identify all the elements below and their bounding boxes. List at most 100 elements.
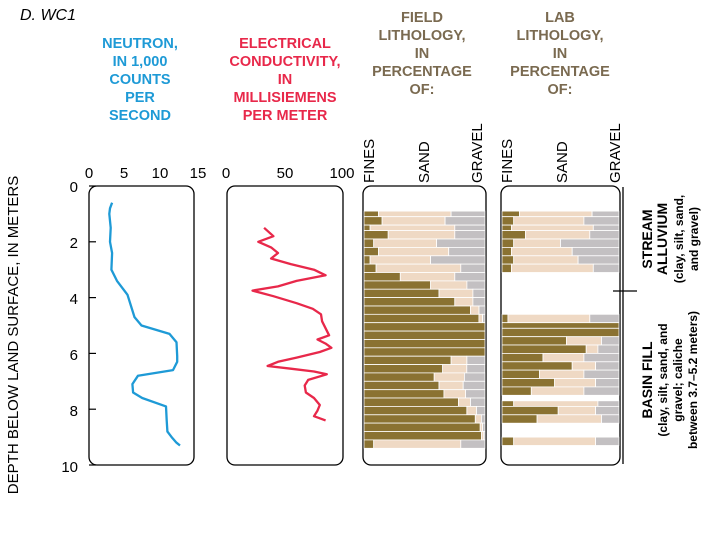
field-fines-segment: [363, 405, 468, 416]
lab-lithology-bars: [501, 210, 620, 446]
lab-sand-segment: [510, 246, 573, 257]
lab-sand-segment: [513, 436, 597, 446]
field-subheaders: FINES SAND GRAVEL: [361, 123, 486, 183]
lab-gravel-segment: [592, 263, 620, 273]
field-fines-segment: [363, 313, 480, 324]
conductivity-series-line: [251, 226, 333, 422]
lab-gravel-segment: [595, 436, 620, 446]
lab-sand-segment: [513, 400, 599, 407]
lab-lithology-panel: [500, 185, 621, 466]
y-tick-label: 8: [70, 403, 78, 420]
field-fines-segment: [363, 288, 440, 299]
field-gravel-segment: [460, 263, 486, 273]
field-sand-segment: [442, 364, 468, 374]
y-axis-label: DEPTH BELOW LAND SURFACE, IN METERS: [5, 176, 22, 494]
basin-desc3: between 3.7–5.2 meters): [686, 311, 700, 449]
lab-gravel-segment: [583, 386, 620, 396]
lab-fines-segment: [501, 255, 515, 265]
field-fines-segment: [363, 238, 375, 248]
y-tick-label: 6: [70, 347, 78, 364]
lab-fines-segment: [501, 216, 515, 226]
stream-title2: ALLUVIUM: [654, 203, 670, 275]
lab-fines-segment: [501, 238, 515, 248]
field-sub-fines: FINES: [361, 139, 378, 183]
neutron-x-tick-label: 15: [190, 165, 207, 182]
lab-subheaders: FINES SAND GRAVEL: [499, 123, 624, 183]
stream-desc2: and gravel): [687, 207, 701, 271]
lab-sand-segment: [513, 255, 579, 265]
neutron-series-line: [108, 202, 181, 447]
lab-fines-segment: [501, 352, 544, 363]
y-tick-label: 10: [61, 459, 78, 476]
conductivity-panel: [226, 185, 344, 466]
y-tick-labels: 0 2 4 6 8 10: [61, 179, 78, 476]
field-sand-segment: [466, 405, 477, 416]
field-gravel-segment: [436, 238, 486, 248]
neutron-x-tick-labels: 0 5 10 15: [85, 165, 207, 182]
basin-desc2: gravel; caliche: [671, 338, 685, 422]
lab-fines-segment: [501, 369, 540, 379]
field-sand-segment: [378, 246, 450, 257]
y-tick-label: 2: [70, 235, 78, 252]
lab-sand-segment: [566, 336, 602, 346]
field-lithology-header: FIELD LITHOLOGY, IN PERCENTAGE OF:: [372, 10, 472, 98]
field-gravel-segment: [466, 364, 486, 374]
field-fines-segment: [363, 216, 383, 226]
field-gravel-segment: [454, 272, 486, 282]
lab-gravel-segment: [571, 246, 620, 257]
field-fines-segment: [363, 422, 481, 432]
lab-sand-segment: [542, 352, 585, 363]
field-fines-segment: [363, 255, 371, 265]
lab-sand-segment: [530, 386, 585, 396]
lab-gravel-segment: [591, 210, 620, 218]
field-gravel-segment: [454, 224, 486, 232]
neutron-header-line: NEUTRON,: [102, 36, 178, 52]
lab-gravel-segment: [589, 230, 620, 240]
lab-fines-segment: [501, 313, 509, 324]
field-gravel-segment: [462, 380, 486, 391]
lab-gravel-segment: [601, 414, 620, 424]
field-header-line: OF:: [410, 82, 435, 98]
field-fines-segment: [363, 364, 444, 374]
lab-gravel-segment: [577, 255, 620, 265]
field-sand-segment: [369, 224, 456, 232]
conductivity-header-line: CONDUCTIVITY,: [229, 54, 340, 70]
field-fines-segment: [363, 330, 486, 340]
lab-gravel-segment: [589, 313, 620, 324]
lab-sand-segment: [554, 378, 596, 388]
field-gravel-segment: [448, 246, 486, 257]
field-fines-segment: [363, 431, 482, 441]
field-sand-segment: [438, 380, 464, 391]
basin-title: BASIN FILL: [639, 341, 655, 418]
neutron-x-tick-label: 10: [152, 165, 169, 182]
field-fines-segment: [363, 305, 471, 315]
lab-gravel-segment: [597, 344, 620, 354]
field-sub-gravel: GRAVEL: [469, 123, 486, 183]
neutron-header: NEUTRON, IN 1,000 COUNTS PER SECOND: [102, 36, 178, 124]
field-gravel-segment: [466, 280, 486, 290]
lab-sand-segment: [513, 238, 561, 248]
field-fines-segment: [363, 347, 486, 357]
lab-fines-segment: [501, 344, 587, 354]
stream-alluvium-label: STREAM ALLUVIUM (clay, silt, sand, and g…: [639, 195, 701, 283]
field-sand-segment: [375, 263, 462, 273]
field-fines-segment: [363, 439, 375, 449]
lab-sand-segment: [519, 210, 593, 218]
conductivity-x-tick-label: 100: [329, 165, 354, 182]
field-fines-segment: [363, 372, 435, 382]
lab-lithology-header: LAB LITHOLOGY, IN PERCENTAGE OF:: [510, 10, 610, 98]
lab-sand-segment: [557, 405, 597, 416]
field-gravel-segment: [460, 439, 486, 449]
field-gravel-segment: [450, 210, 486, 218]
field-fines-segment: [363, 224, 371, 232]
field-gravel-segment: [430, 255, 486, 265]
field-sand-segment: [457, 397, 471, 407]
lab-sub-gravel: GRAVEL: [607, 123, 624, 183]
stream-title: STREAM: [639, 209, 655, 268]
lab-header-line: OF:: [548, 82, 573, 98]
lab-fines-segment: [501, 246, 512, 257]
field-sand-segment: [399, 272, 456, 282]
field-sand-segment: [430, 280, 468, 290]
lab-fines-segment: [501, 224, 512, 232]
